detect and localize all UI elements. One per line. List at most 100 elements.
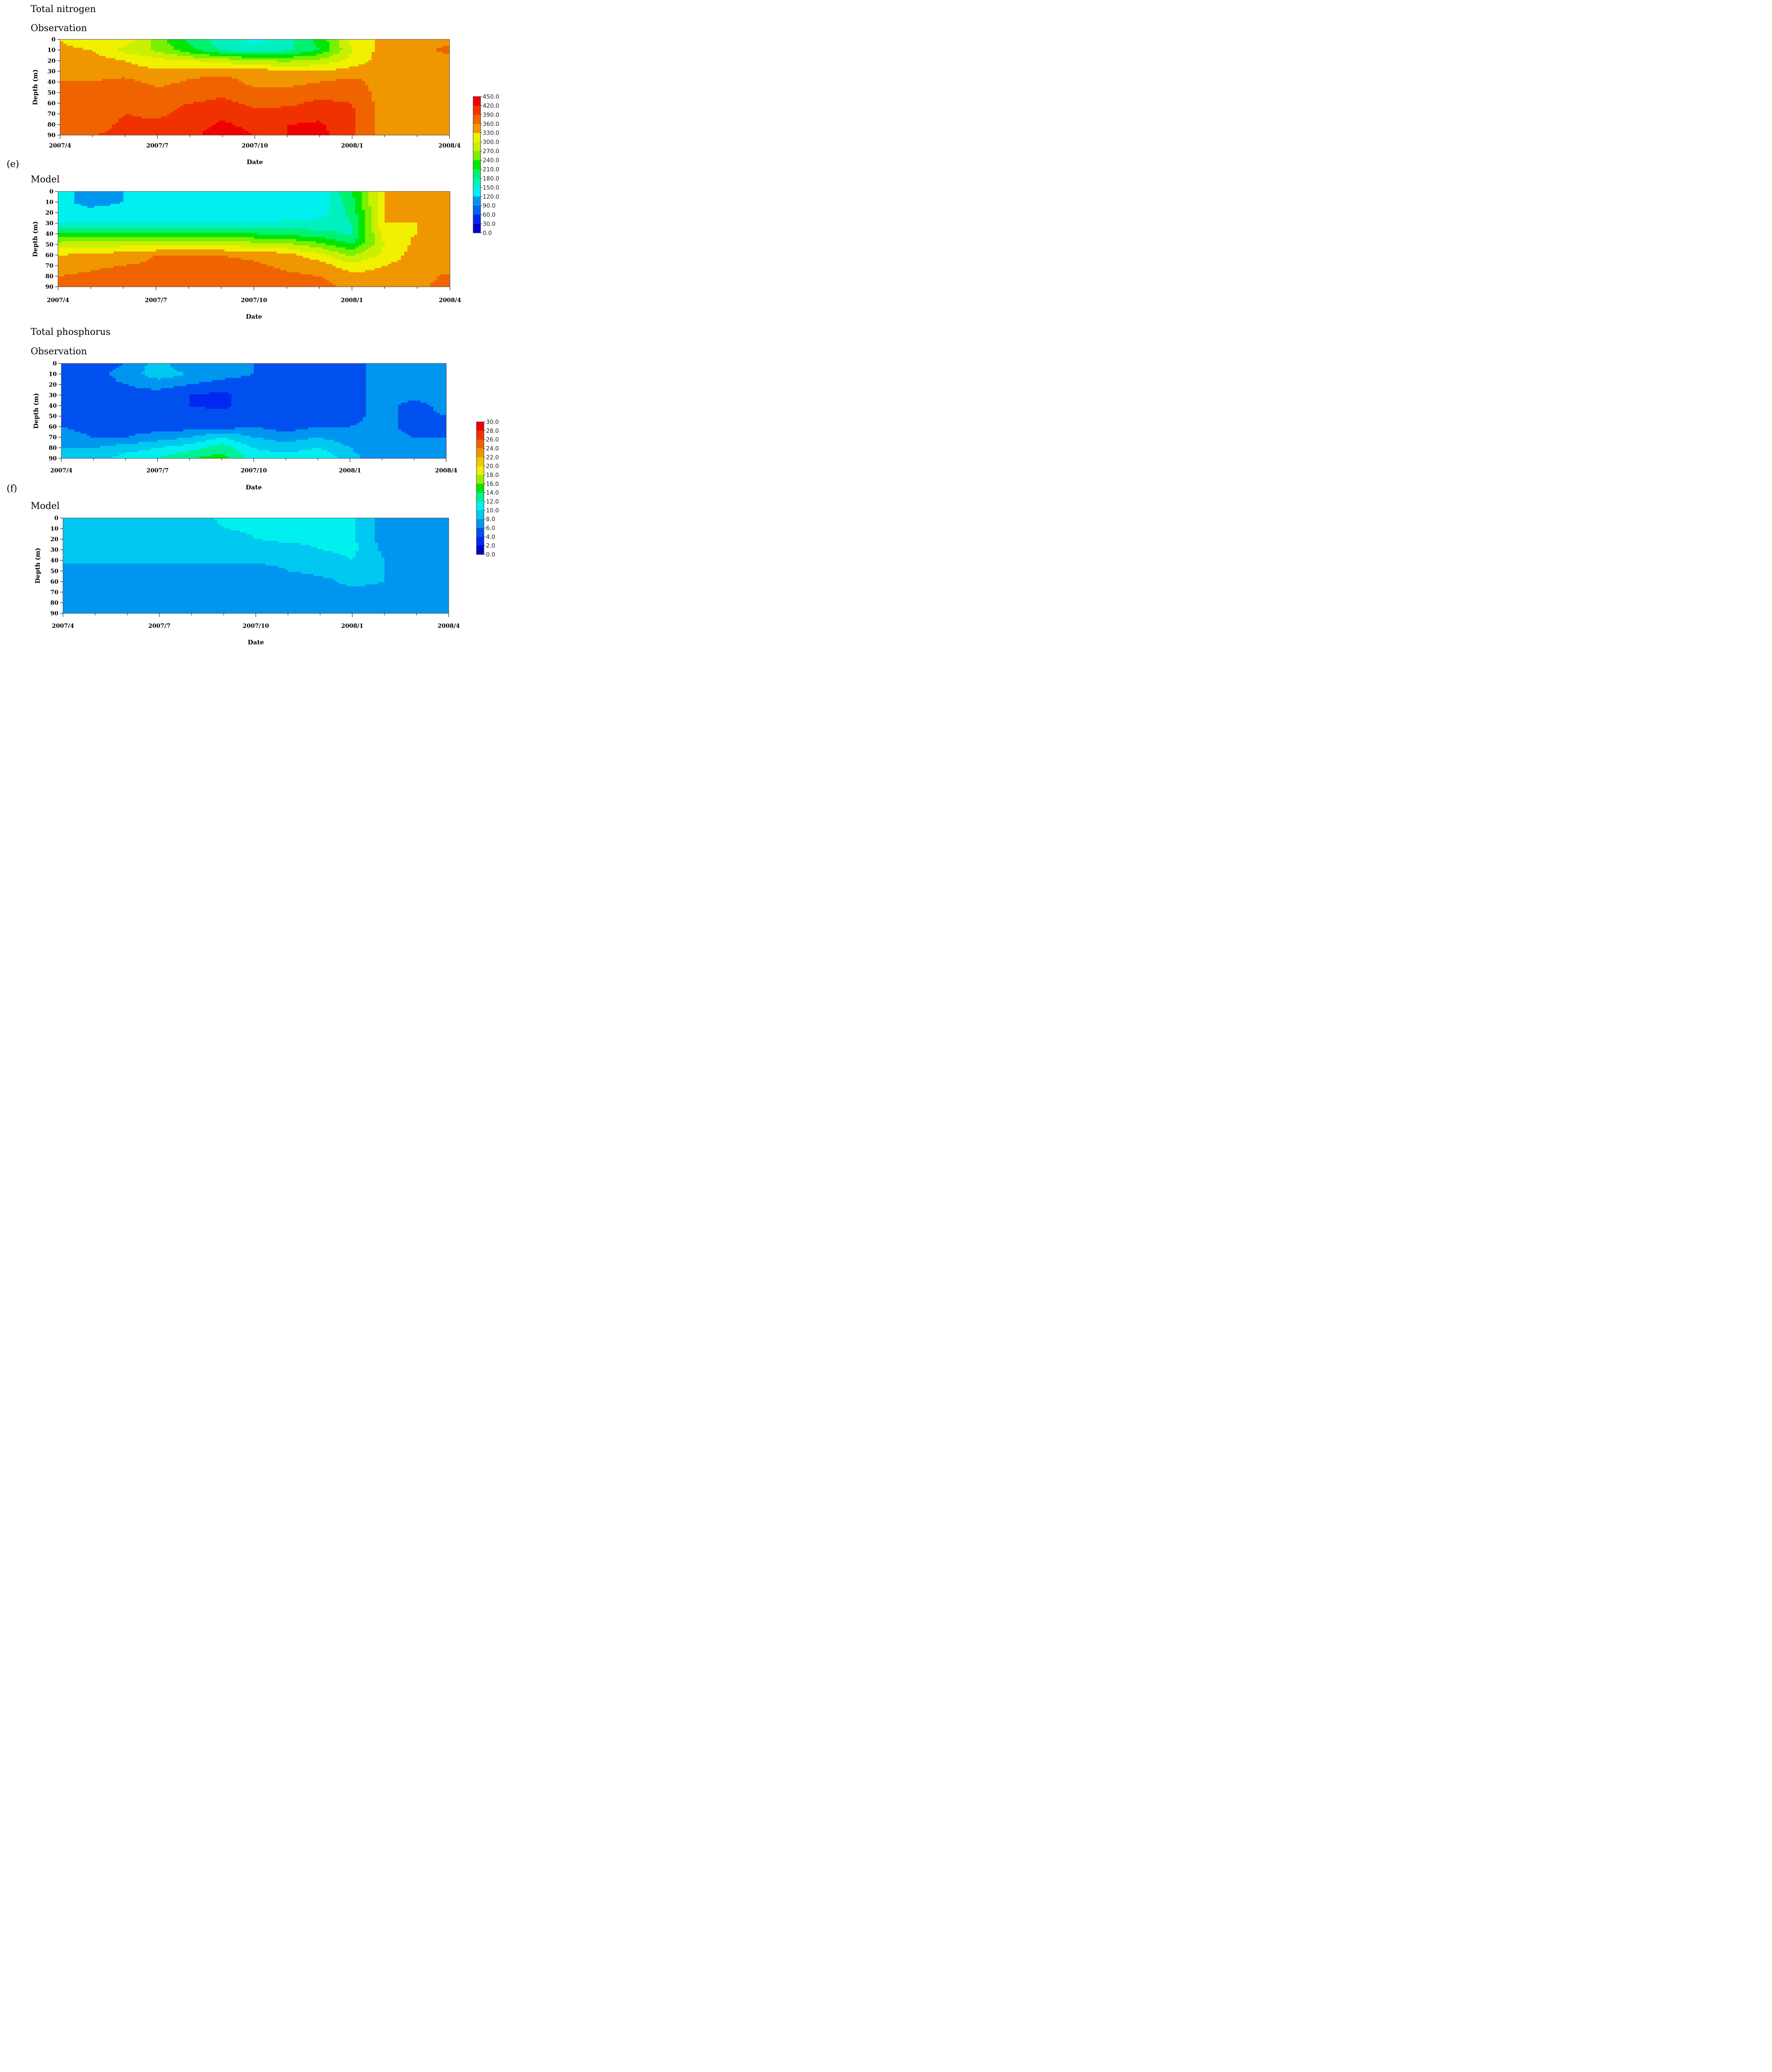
- contour-cell: [235, 39, 239, 42]
- contour-cell: [92, 64, 96, 67]
- contour-cell: [317, 44, 320, 46]
- contour-cell: [122, 46, 125, 48]
- contour-cell: [423, 68, 427, 71]
- contour-cell: [310, 75, 313, 77]
- contour-cell: [258, 46, 261, 48]
- contour-cell: [404, 73, 407, 75]
- contour-cell: [209, 66, 213, 69]
- contour-cell: [388, 48, 391, 50]
- contour-cell: [446, 68, 450, 71]
- contour-cell: [365, 64, 368, 67]
- contour-cell: [235, 52, 239, 54]
- contour-cell: [384, 68, 388, 71]
- contour-cell: [278, 64, 281, 67]
- contour-cell: [196, 77, 200, 79]
- contour-cell: [170, 52, 174, 54]
- contour-cell: [239, 50, 242, 52]
- contour-cell: [281, 48, 284, 50]
- contour-cell: [161, 50, 164, 52]
- contour-cell: [83, 56, 86, 58]
- contour-cell: [394, 75, 398, 77]
- contour-cell: [359, 54, 362, 56]
- contour-cell: [271, 68, 274, 71]
- contour-cell: [138, 79, 141, 81]
- contour-cell: [154, 77, 157, 79]
- contour-cell: [372, 58, 375, 61]
- contour-cell: [184, 66, 187, 69]
- contour-cell: [180, 60, 184, 63]
- contour-cell: [430, 60, 433, 63]
- contour-cell: [151, 64, 154, 67]
- contour-cell: [271, 58, 274, 61]
- contour-cell: [261, 39, 265, 42]
- contour-cell: [73, 70, 76, 73]
- contour-cell: [378, 73, 382, 75]
- contour-cell: [193, 68, 196, 71]
- contour-cell: [433, 56, 437, 58]
- contour-cell: [99, 79, 102, 81]
- contour-cell: [284, 56, 288, 58]
- contour-cell: [417, 58, 421, 61]
- contour-cell: [284, 68, 288, 71]
- contour-cell: [76, 41, 80, 44]
- contour-cell: [154, 58, 157, 61]
- contour-cell: [232, 60, 235, 63]
- contour-cell: [382, 44, 385, 46]
- contour-cell: [60, 66, 63, 69]
- contour-cell: [200, 60, 203, 63]
- contour-cell: [423, 62, 427, 65]
- contour-cell: [271, 60, 274, 63]
- contour-cell: [203, 77, 206, 79]
- contour-cell: [86, 68, 89, 71]
- contour-cell: [384, 58, 388, 61]
- contour-cell: [99, 68, 102, 71]
- contour-cell: [86, 60, 89, 63]
- contour-cell: [138, 60, 141, 63]
- contour-cell: [313, 50, 317, 52]
- contour-cell: [417, 41, 421, 44]
- contour-cell: [258, 70, 261, 73]
- contour-cell: [177, 48, 180, 50]
- contour-cell: [307, 70, 310, 73]
- contour-cell: [70, 46, 73, 48]
- contour-cell: [355, 64, 359, 67]
- contour-cell: [164, 66, 167, 69]
- contour-cell: [355, 70, 359, 73]
- contour-cell: [67, 77, 70, 79]
- contour-cell: [213, 48, 216, 50]
- contour-cell: [83, 68, 86, 71]
- contour-cell: [193, 58, 196, 61]
- contour-cell: [304, 64, 307, 67]
- contour-cell: [368, 58, 372, 61]
- contour-cell: [92, 70, 96, 73]
- contour-cell: [388, 50, 391, 52]
- contour-cell: [430, 64, 433, 67]
- contour-cell: [63, 41, 67, 44]
- contour-cell: [339, 50, 343, 52]
- contour-cell: [206, 39, 210, 42]
- contour-cell: [317, 75, 320, 77]
- contour-cell: [177, 46, 180, 48]
- contour-cell: [190, 79, 193, 81]
- contour-cell: [196, 73, 200, 75]
- contour-cell: [320, 58, 323, 61]
- contour-cell: [320, 46, 323, 48]
- contour-cell: [307, 68, 310, 71]
- contour-cell: [388, 58, 391, 61]
- contour-cell: [268, 58, 271, 61]
- contour-cell: [190, 73, 193, 75]
- contour-cell: [304, 41, 307, 44]
- contour-cell: [164, 77, 167, 79]
- contour-cell: [313, 46, 317, 48]
- contour-cell: [365, 48, 368, 50]
- contour-cell: [118, 64, 122, 67]
- contour-cell: [164, 64, 167, 67]
- contour-cell: [329, 75, 333, 77]
- contour-cell: [261, 77, 265, 79]
- contour-cell: [164, 73, 167, 75]
- contour-cell: [398, 62, 401, 65]
- contour-cell: [122, 79, 125, 81]
- contour-cell: [161, 56, 164, 58]
- contour-cell: [102, 58, 106, 61]
- contour-cell: [300, 54, 304, 56]
